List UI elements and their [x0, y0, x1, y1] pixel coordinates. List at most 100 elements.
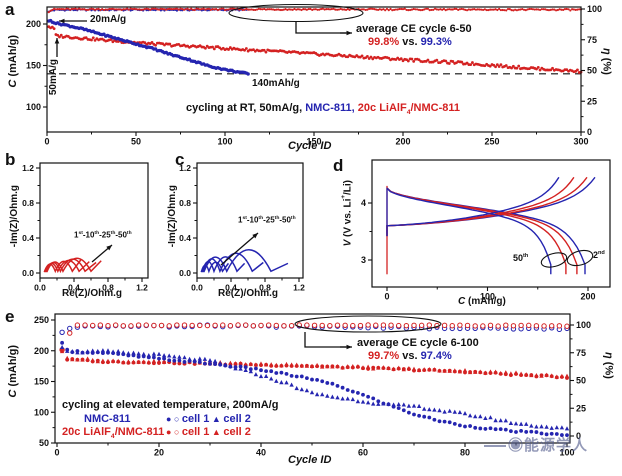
- chart-mark: [124, 8, 127, 11]
- chart-mark: [369, 55, 373, 59]
- chart-mark: [474, 8, 478, 11]
- chart-mark: [198, 8, 202, 11]
- chart-mark: [511, 64, 515, 68]
- chart-mark: [496, 8, 499, 12]
- chart-mark: [75, 357, 80, 362]
- chart-mark: [371, 7, 374, 10]
- chart-mark: [101, 7, 104, 11]
- chart-mark: [396, 406, 401, 411]
- chart-mark: [513, 421, 519, 426]
- a-rate-20-label: 20mA/g: [90, 14, 127, 25]
- e-legend-name-nmc: NMC-811: [84, 413, 130, 426]
- chart-mark: [90, 7, 93, 10]
- chart-mark: [175, 7, 179, 10]
- chart-mark: [264, 369, 268, 374]
- chart-mark: [432, 417, 437, 422]
- text-segment: th: [290, 216, 296, 221]
- chart-mark: [442, 7, 446, 11]
- d-50th-cycle-label: 50th: [513, 253, 528, 263]
- chart-mark: [508, 371, 514, 376]
- chart-mark: [225, 8, 228, 11]
- chart-mark: [478, 414, 483, 419]
- chart-mark: [156, 358, 162, 364]
- chart-mark: [567, 8, 570, 11]
- chart-mark: [247, 8, 250, 11]
- panel-letter-a: a: [5, 0, 15, 19]
- chart-mark: [448, 8, 451, 11]
- chart-mark: [212, 322, 218, 329]
- series-LiAlF4-NMC-811-capacity: [47, 25, 583, 74]
- chart-mark: [289, 362, 294, 367]
- d-2nd-cycle-label: 2nd: [593, 250, 605, 260]
- text-segment: Cycle ID: [288, 454, 332, 466]
- e-legend-symbols-nmc: ● ○ cell 1 ▲ cell 2: [166, 413, 251, 426]
- tick-label: 40: [256, 447, 266, 457]
- chart-mark: [447, 408, 452, 413]
- chart-mark: [432, 407, 437, 412]
- chart-mark: [467, 369, 473, 375]
- text-segment: η: [600, 48, 613, 55]
- chart-mark: [501, 8, 504, 12]
- chart-mark: [304, 363, 310, 368]
- chart-mark: [141, 351, 146, 356]
- chart-mark: [223, 363, 228, 368]
- text-segment: 4: [406, 109, 411, 117]
- chart-mark: [569, 9, 572, 12]
- chart-mark: [74, 322, 81, 328]
- chart-mark: [576, 8, 579, 11]
- chart-mark: [425, 7, 428, 10]
- chart-mark: [279, 8, 282, 12]
- chart-mark: [350, 322, 356, 329]
- chart-mark: [95, 8, 98, 11]
- chart-mark: [277, 8, 280, 11]
- chart-mark: [161, 353, 167, 358]
- chart-mark: [105, 322, 111, 329]
- chart-mark: [330, 7, 333, 11]
- chart-mark: [204, 322, 211, 329]
- chart-mark: [325, 364, 330, 369]
- chart-mark: [530, 7, 533, 11]
- chart-mark: [406, 403, 412, 408]
- chart-mark: [95, 359, 100, 364]
- chart-mark: [150, 41, 154, 44]
- chart-mark: [422, 367, 427, 372]
- tick-label: 0.4: [22, 233, 34, 243]
- chart-mark: [53, 7, 56, 10]
- chart-mark: [524, 8, 527, 12]
- chart-mark: [432, 8, 435, 11]
- chart-mark: [177, 358, 182, 363]
- chart-mark: [498, 370, 503, 376]
- chart-mark: [243, 362, 248, 367]
- chart-mark: [116, 352, 121, 356]
- chart-mark: [76, 8, 79, 11]
- chart-mark: [200, 7, 203, 11]
- chart-mark: [366, 8, 369, 11]
- chart-mark: [228, 364, 233, 369]
- chart-mark: [366, 394, 370, 399]
- chart-mark: [250, 323, 257, 329]
- chart-mark: [551, 8, 554, 11]
- chart-mark: [227, 323, 234, 329]
- chart-mark: [544, 424, 549, 429]
- text-segment: 99.8%: [368, 36, 400, 48]
- chart-mark: [228, 46, 232, 49]
- chart-mark: [485, 8, 488, 12]
- chart-mark: [99, 8, 102, 12]
- chart-mark: [307, 7, 310, 11]
- chart-mark: [503, 418, 508, 423]
- chart-mark: [411, 366, 417, 371]
- chart-mark: [473, 369, 478, 374]
- chart-mark: [401, 367, 406, 372]
- chart-mark: [410, 8, 413, 11]
- chart-mark: [294, 385, 299, 391]
- chart-mark: [427, 415, 432, 420]
- chart-mark: [69, 8, 72, 11]
- chart-mark: [447, 368, 452, 373]
- tick-label: 0.0: [191, 282, 203, 292]
- chart-mark: [480, 8, 483, 11]
- chart-mark: [325, 8, 328, 11]
- chart-mark: [293, 7, 296, 11]
- chart-mark: [498, 7, 501, 11]
- chart-mark: [401, 402, 406, 407]
- d-2nd-ellipse: [566, 249, 594, 267]
